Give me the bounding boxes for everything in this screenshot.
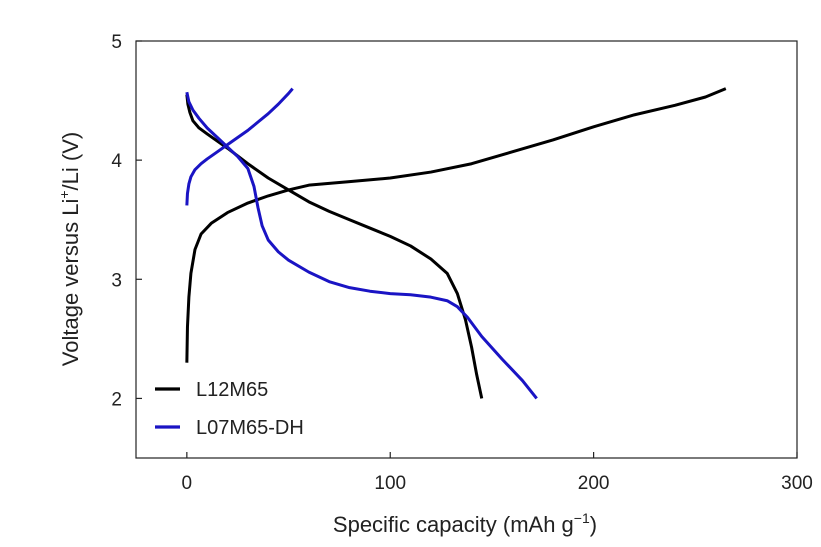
x-axis-label: Specific capacity (mAh g−1) [333,510,597,537]
x-axis-label-end: ) [590,512,597,537]
plot-area [135,40,798,459]
legend: L12M65 L07M65-DH [155,379,304,439]
y-axis-label-main: Voltage versus Li [58,199,83,367]
x-axis-label-sup: −1 [574,510,590,526]
x-tick-label: 300 [781,473,813,494]
x-tick-label: 0 [182,473,193,494]
y-tick-label: 3 [111,270,122,291]
plot-frame [135,40,798,459]
series-line-l12m65-discharge [185,94,484,399]
series-line-l12m65-charge [185,87,727,363]
x-tick-label: 200 [578,473,610,494]
x-tick-label: 100 [374,473,406,494]
legend-label-l12m65: L12M65 [196,379,268,401]
x-axis-label-main: Specific capacity (mAh g [333,512,574,537]
series-line-l07m65-dh-charge [185,87,294,206]
y-axis-label: Voltage versus Li+/Li (V) [56,132,83,366]
y-tick-label: 4 [111,151,122,172]
series-line-l07m65-dh-discharge [185,91,538,400]
curves-layer [185,87,727,400]
y-tick-label: 2 [111,389,122,410]
y-tick-label: 5 [111,32,122,53]
ticks-layer: 0 100 200 300 2 3 4 5 [111,32,812,494]
y-axis-label-sup: + [56,190,72,198]
y-axis-label-end: /Li (V) [58,132,83,191]
legend-label-l07m65-dh: L07M65-DH [196,417,304,439]
